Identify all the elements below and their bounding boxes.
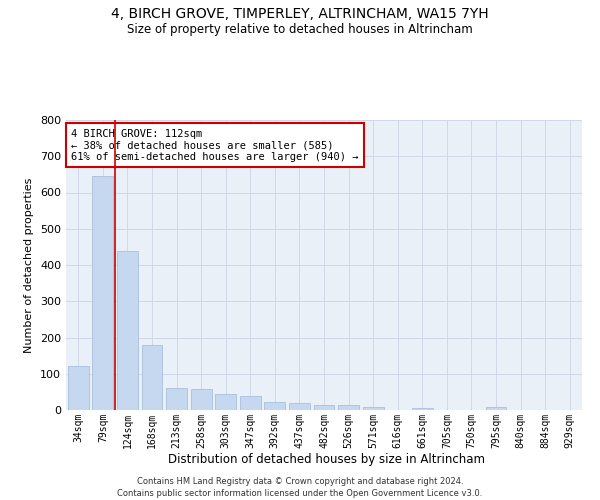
Text: Contains HM Land Registry data © Crown copyright and database right 2024.: Contains HM Land Registry data © Crown c… xyxy=(137,478,463,486)
Y-axis label: Number of detached properties: Number of detached properties xyxy=(25,178,34,352)
Bar xyxy=(191,389,212,410)
Bar xyxy=(117,250,138,410)
Bar xyxy=(92,176,113,410)
Bar xyxy=(338,406,359,410)
Text: 4, BIRCH GROVE, TIMPERLEY, ALTRINCHAM, WA15 7YH: 4, BIRCH GROVE, TIMPERLEY, ALTRINCHAM, W… xyxy=(111,8,489,22)
Bar xyxy=(215,394,236,410)
Text: Distribution of detached houses by size in Altrincham: Distribution of detached houses by size … xyxy=(169,452,485,466)
Bar xyxy=(240,396,261,410)
Bar xyxy=(362,407,383,410)
Bar xyxy=(166,388,187,410)
Bar xyxy=(265,402,286,410)
Bar xyxy=(142,346,163,410)
Text: Contains public sector information licensed under the Open Government Licence v3: Contains public sector information licen… xyxy=(118,489,482,498)
Text: 4 BIRCH GROVE: 112sqm
← 38% of detached houses are smaller (585)
61% of semi-det: 4 BIRCH GROVE: 112sqm ← 38% of detached … xyxy=(71,128,359,162)
Bar xyxy=(68,366,89,410)
Bar xyxy=(412,408,433,410)
Bar xyxy=(289,403,310,410)
Bar xyxy=(485,407,506,410)
Bar xyxy=(314,406,334,410)
Text: Size of property relative to detached houses in Altrincham: Size of property relative to detached ho… xyxy=(127,22,473,36)
